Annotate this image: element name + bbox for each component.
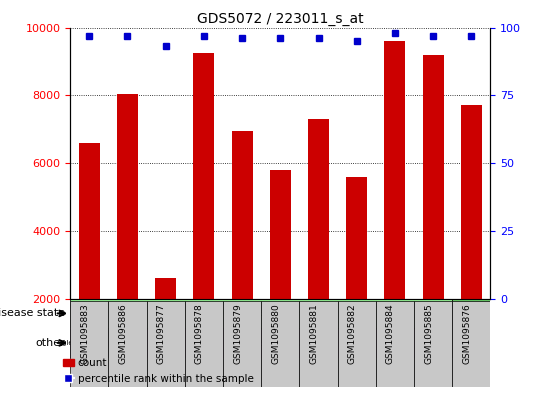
Text: disease state: disease state — [0, 309, 65, 318]
Text: GSM1095886: GSM1095886 — [119, 303, 127, 364]
Text: gleason score 9: gleason score 9 — [237, 338, 324, 348]
Bar — [223, 301, 261, 387]
Text: GSM1095879: GSM1095879 — [233, 303, 242, 364]
Bar — [108, 301, 147, 387]
Bar — [108, 328, 452, 358]
Text: GSM1095881: GSM1095881 — [309, 303, 319, 364]
Text: prostate cancer: prostate cancer — [217, 309, 305, 318]
Bar — [376, 301, 414, 387]
Text: GSM1095884: GSM1095884 — [386, 303, 395, 364]
Bar — [384, 41, 405, 366]
Title: GDS5072 / 223011_s_at: GDS5072 / 223011_s_at — [197, 13, 364, 26]
Bar — [194, 53, 215, 366]
Bar — [337, 301, 376, 387]
Bar — [423, 55, 444, 366]
Bar — [452, 299, 490, 328]
Bar — [70, 301, 108, 387]
Bar — [155, 278, 176, 366]
Bar — [299, 301, 337, 387]
Bar — [147, 301, 185, 387]
Bar — [308, 119, 329, 366]
Bar — [232, 131, 253, 366]
Text: other: other — [35, 338, 65, 348]
Text: GSM1095883: GSM1095883 — [80, 303, 89, 364]
Text: GSM1095882: GSM1095882 — [348, 303, 357, 364]
Text: GSM1095877: GSM1095877 — [157, 303, 165, 364]
Bar — [346, 177, 367, 366]
Bar — [452, 328, 490, 358]
Legend: count, percentile rank within the sample: count, percentile rank within the sample — [59, 354, 258, 388]
Bar — [261, 301, 299, 387]
Text: contro
l: contro l — [457, 304, 486, 323]
Bar — [70, 328, 108, 358]
Text: GSM1095878: GSM1095878 — [195, 303, 204, 364]
Text: GSM1095880: GSM1095880 — [271, 303, 280, 364]
Bar — [185, 301, 223, 387]
Text: GSM1095876: GSM1095876 — [462, 303, 472, 364]
Bar — [79, 143, 100, 366]
Text: gleason
score
n/a: gleason score n/a — [455, 328, 488, 358]
Bar — [414, 301, 452, 387]
Bar — [452, 301, 490, 387]
Text: GSM1095885: GSM1095885 — [424, 303, 433, 364]
Bar — [270, 170, 291, 366]
Bar — [461, 105, 482, 366]
Text: gleason score 8: gleason score 8 — [61, 340, 116, 346]
Bar — [117, 94, 138, 366]
